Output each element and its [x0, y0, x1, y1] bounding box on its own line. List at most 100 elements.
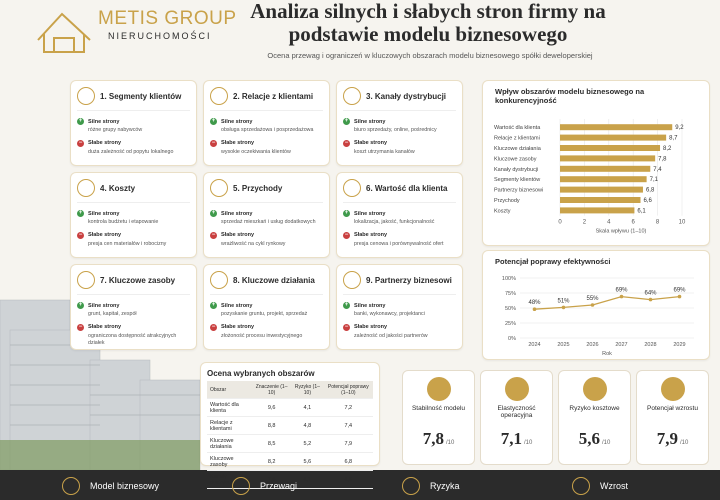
row: Relacje z klientami 8,8 4,8 7,4 [207, 416, 373, 435]
card-title: 3. Kanały dystrybucji [366, 91, 447, 101]
x-tick-label: 0 [558, 220, 562, 226]
card-icon [77, 271, 95, 289]
kpi-label: Elastyczność operacyjna [497, 405, 536, 419]
weak-label: Słabe strony [354, 324, 388, 331]
value-label: 7,4 [653, 167, 662, 173]
weak-icon: − [210, 139, 217, 147]
value-label: 64% [644, 291, 657, 297]
strong-label: Silne strony [88, 302, 120, 309]
weak-icon: − [77, 231, 84, 239]
strong-text: obsługa sprzedażowa i posprzedażowa [221, 127, 314, 133]
strong-icon: + [77, 210, 84, 217]
brand: METIS GROUP [98, 8, 237, 29]
weak-label: Słabe strony [354, 232, 388, 239]
kpi-unit: /10 [523, 440, 533, 446]
cell: 6,8 [323, 452, 373, 471]
card: 5. Przychody + Silne strony sprzedaż mieszk… [203, 172, 330, 258]
card-header: 9. Partnerzy biznesowi [343, 271, 456, 295]
bar [560, 176, 647, 183]
kpi-unit: /10 [601, 440, 611, 446]
label-row: − Słabe strony [343, 231, 456, 239]
card-title: 4. Koszty [100, 183, 136, 193]
header-cell: Obszar [207, 381, 253, 399]
strong-label: Silne strony [88, 210, 120, 217]
kpi-icon [426, 377, 451, 401]
value-label: 51% [557, 298, 570, 304]
category-label: Kanały dystrybucji [494, 167, 538, 173]
value-label: 9,2 [675, 125, 684, 131]
footer-item: Przewagi [232, 476, 297, 496]
footer-icon [232, 477, 250, 495]
weak-icon: − [343, 231, 350, 239]
weak-label: Słabe strony [221, 140, 255, 147]
point [561, 305, 566, 310]
kpi-card: Potencjał wzrostu 7,9/10 [636, 370, 709, 465]
cell: Kluczowe działania [207, 434, 253, 453]
bar [560, 145, 661, 151]
footer-item: Model biznesowy [62, 476, 159, 496]
card: 4. Koszty + Silne strony kontrola budżetu i… [70, 172, 197, 258]
cell: 8,5 [252, 434, 292, 453]
card-title: 8. Kluczowe działania [233, 275, 315, 285]
row: Kluczowe zasoby 8,2 5,6 6,8 [207, 452, 373, 471]
footer-label: Ryzyka [430, 481, 460, 491]
value-label: 7,1 [650, 177, 659, 183]
cell: 8,8 [252, 416, 292, 435]
strong-label: Silne strony [354, 302, 386, 309]
x-tick-label: 10 [679, 220, 686, 226]
label-row: − Słabe strony [210, 139, 323, 147]
y-tick-label: 100% [502, 276, 516, 282]
strong-label: Silne strony [354, 118, 386, 125]
weak-icon: − [210, 231, 217, 239]
weak-label: Słabe strony [354, 140, 388, 147]
kpi-value-row: 7,8/10 [403, 429, 474, 449]
cell: 7,9 [323, 434, 373, 453]
cell: Kluczowe zasoby [207, 452, 253, 471]
weak-text: presja cenowa i porównywalność ofert [354, 240, 444, 247]
value-label: 48% [528, 300, 541, 306]
card-header: 7. Kluczowe zasoby [77, 271, 190, 295]
card-title: 7. Kluczowe zasoby [100, 275, 176, 285]
kpi-value: 5,6 [578, 429, 600, 448]
strong-icon: + [77, 302, 84, 309]
value-label: 7,8 [658, 156, 667, 162]
card-icon [210, 87, 228, 105]
label-row: − Słabe strony [77, 323, 190, 331]
point [532, 307, 537, 311]
card-title: 1. Segmenty klientów [100, 91, 182, 101]
label-row: − Słabe strony [343, 139, 456, 147]
strong-label: Silne strony [88, 118, 120, 125]
card-title: 2. Relacje z klientami [233, 91, 314, 101]
category-label: Kluczowe działania [494, 146, 542, 152]
cell: 7,2 [323, 398, 373, 417]
footer-icon [62, 477, 80, 495]
category-label: Partnerzy biznesowi [494, 188, 543, 194]
y-tick-label: 0% [508, 336, 516, 342]
kpi-value-row: 7,1/10 [481, 429, 552, 449]
cell: 4,8 [291, 416, 324, 435]
value-label: 8,2 [663, 146, 672, 152]
header-cell: Ryzyko (1–10) [291, 381, 324, 399]
line [534, 295, 680, 310]
value-label: 55% [586, 296, 599, 302]
card: 6. Wartość dla klienta + Silne strony lokal… [336, 172, 463, 258]
cell: Wartość dla klienta [207, 398, 253, 417]
table-panel: Ocena wybranych obszarów Obszar Znaczenie… [200, 362, 380, 489]
label-row: + Silne strony [343, 118, 456, 125]
cell: 8,2 [252, 452, 292, 471]
card-icon [343, 87, 361, 105]
cell: 9,6 [252, 398, 292, 417]
value-label: 6,8 [646, 188, 655, 194]
strong-text: biuro sprzedaży, online, pośrednicy [354, 127, 437, 133]
kpi-label: Stabilność modelu [411, 405, 466, 412]
bar [560, 134, 667, 141]
x-axis-label: Rok [602, 351, 612, 357]
value-label: 69% [673, 288, 686, 294]
x-tick-label: 6 [632, 220, 636, 226]
label-row: + Silne strony [210, 210, 323, 217]
label-row: − Słabe strony [210, 323, 323, 331]
label-row: + Silne strony [77, 210, 190, 217]
weak-text: presja cen materiałów i robocizny [88, 240, 167, 247]
line-panel: Potencjał poprawy efektywności [482, 250, 710, 360]
bar-panel: Wpływ obszarów modelu biznesowego na kon… [482, 80, 710, 246]
